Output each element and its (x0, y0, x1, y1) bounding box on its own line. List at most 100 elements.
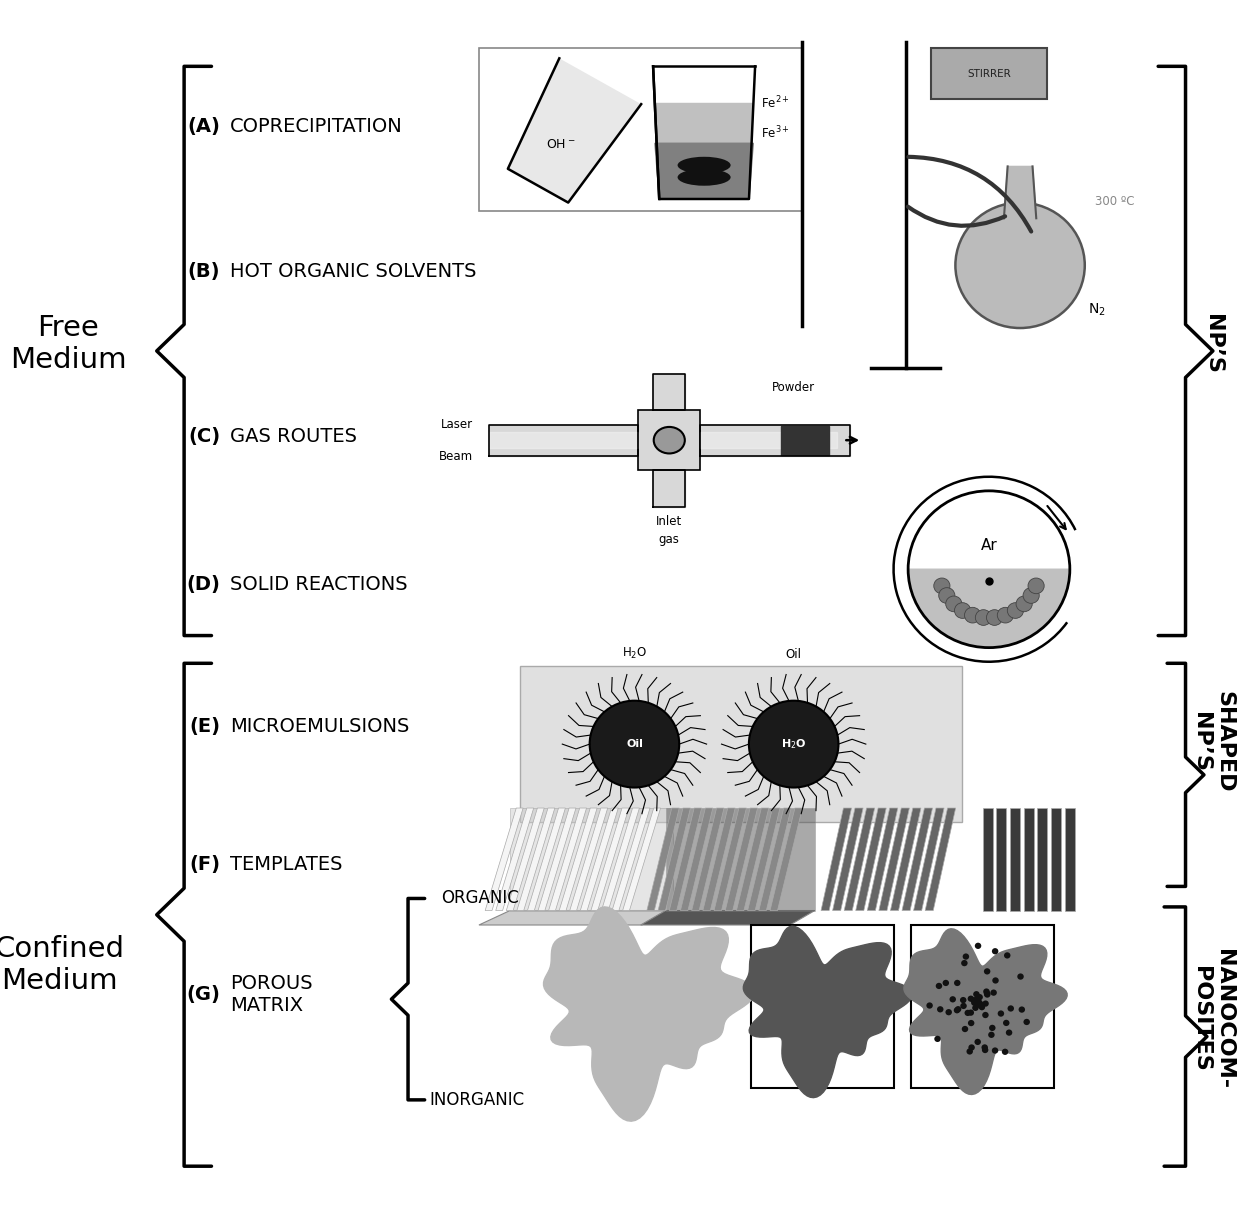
Circle shape (974, 996, 980, 1002)
Circle shape (1019, 1007, 1025, 1013)
Text: GAS ROUTES: GAS ROUTES (230, 427, 357, 446)
Circle shape (968, 1044, 975, 1050)
Circle shape (955, 1006, 962, 1012)
Circle shape (955, 203, 1085, 328)
Text: TEMPLATES: TEMPLATES (230, 855, 342, 874)
Text: Beam: Beam (439, 450, 473, 463)
Polygon shape (891, 808, 921, 911)
Text: Inlet: Inlet (656, 515, 683, 528)
Circle shape (1018, 973, 1024, 979)
Circle shape (984, 991, 990, 997)
Circle shape (1001, 1049, 1009, 1055)
Text: N$_2$: N$_2$ (1088, 302, 1106, 318)
Circle shape (964, 608, 980, 624)
Circle shape (974, 997, 982, 1003)
Polygon shape (845, 808, 875, 911)
Polygon shape (510, 808, 673, 911)
Circle shape (988, 1031, 995, 1038)
Ellipse shape (654, 427, 684, 453)
Circle shape (975, 997, 982, 1003)
Circle shape (972, 1000, 978, 1006)
Circle shape (983, 1001, 989, 1007)
Text: (A): (A) (188, 117, 220, 136)
Polygon shape (495, 808, 534, 911)
Polygon shape (641, 911, 815, 925)
Circle shape (1004, 953, 1010, 959)
Circle shape (973, 991, 980, 997)
Text: INORGANIC: INORGANIC (429, 1091, 524, 1108)
Circle shape (964, 1009, 972, 1015)
Text: Confined
Medium: Confined Medium (0, 935, 124, 995)
Polygon shape (680, 808, 713, 911)
Circle shape (973, 1005, 979, 1011)
Polygon shape (867, 808, 898, 911)
Circle shape (1006, 1030, 1013, 1036)
Text: ORGANIC: ORGANIC (442, 890, 520, 907)
Text: Ar: Ar (980, 538, 998, 552)
Circle shape (949, 996, 955, 1002)
Polygon shape (489, 432, 638, 447)
Polygon shape (479, 911, 673, 925)
Polygon shape (549, 808, 587, 911)
Polygon shape (669, 808, 702, 911)
Text: H$_2$O: H$_2$O (781, 737, 806, 751)
FancyBboxPatch shape (751, 925, 894, 1088)
Circle shape (937, 1006, 943, 1013)
Circle shape (983, 1012, 989, 1018)
Polygon shape (904, 929, 1067, 1095)
Circle shape (943, 979, 949, 987)
Polygon shape (878, 808, 909, 911)
Polygon shape (770, 808, 802, 911)
Text: (F): (F) (189, 855, 220, 874)
Circle shape (974, 1038, 982, 1046)
Text: Fe$^{3+}$: Fe$^{3+}$ (761, 124, 790, 141)
Circle shape (977, 1002, 983, 1008)
Text: (B): (B) (188, 262, 220, 281)
Polygon shape (1024, 808, 1034, 911)
Polygon shape (1004, 166, 1036, 218)
Circle shape (973, 1001, 980, 1007)
FancyBboxPatch shape (520, 666, 962, 822)
Polygon shape (913, 808, 944, 911)
Polygon shape (560, 808, 597, 911)
Polygon shape (527, 808, 566, 911)
Circle shape (979, 1005, 985, 1011)
FancyBboxPatch shape (931, 48, 1047, 99)
Text: SHAPED
NP’S: SHAPED NP’S (1192, 691, 1234, 792)
Polygon shape (926, 808, 955, 911)
Polygon shape (902, 808, 933, 911)
Polygon shape (602, 808, 639, 911)
Text: (E): (E) (189, 716, 220, 736)
Circle shape (927, 1002, 933, 1008)
Circle shape (1003, 1020, 1009, 1026)
Text: SOLID REACTIONS: SOLID REACTIONS (230, 575, 408, 595)
Text: Fe$^{2+}$: Fe$^{2+}$ (761, 95, 790, 112)
Circle shape (962, 960, 968, 966)
Polygon shape (506, 808, 545, 911)
FancyBboxPatch shape (638, 410, 700, 470)
Text: H$_2$O: H$_2$O (622, 645, 647, 661)
Polygon shape (700, 425, 850, 456)
Polygon shape (725, 808, 758, 911)
Polygon shape (612, 808, 649, 911)
Polygon shape (485, 808, 524, 911)
Polygon shape (821, 808, 851, 911)
Circle shape (939, 587, 955, 603)
Text: gas: gas (659, 533, 679, 546)
Text: 300 ºC: 300 ºC (1095, 195, 1135, 207)
Ellipse shape (678, 157, 730, 174)
Polygon shape (570, 808, 608, 911)
FancyBboxPatch shape (479, 48, 802, 211)
Circle shape (977, 1001, 983, 1007)
Ellipse shape (678, 169, 730, 186)
Text: Oil: Oil (786, 648, 801, 661)
Circle shape (977, 1000, 983, 1007)
Circle shape (977, 994, 983, 1000)
Circle shape (975, 610, 991, 626)
Circle shape (986, 610, 1003, 626)
Polygon shape (647, 808, 679, 911)
Circle shape (1008, 603, 1024, 619)
Text: Free
Medium: Free Medium (10, 314, 127, 374)
Circle shape (963, 954, 969, 960)
Polygon shape (856, 808, 886, 911)
